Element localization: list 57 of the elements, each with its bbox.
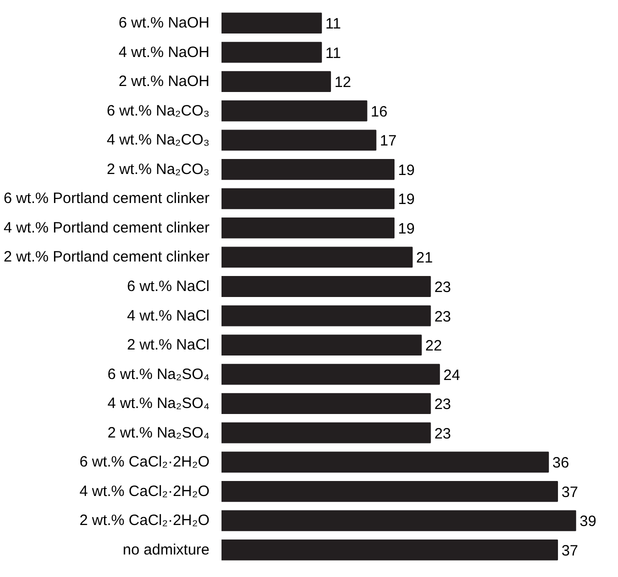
y-tick-label: 4 wt.% NaCl: [126, 307, 210, 324]
data-label: 17: [380, 132, 397, 150]
bar: [222, 393, 431, 414]
bar: [222, 305, 431, 326]
y-tick-label: 4 wt.% CaCl₂·2H₂O: [79, 482, 210, 500]
bar: [222, 480, 558, 502]
bar: [222, 71, 331, 92]
data-label: 11: [325, 16, 341, 33]
data-label: 37: [561, 542, 578, 560]
y-tick-label: 6 wt.% Na₂SO₄: [108, 366, 210, 383]
y-tick-label: 2 wt.% Na₂CO₃: [106, 160, 210, 178]
bar: [222, 246, 413, 268]
data-label: 19: [398, 191, 415, 208]
y-tick-label: 6 wt.% Portland cement clinker: [4, 190, 210, 208]
data-label: 16: [370, 103, 388, 120]
bar: [222, 100, 368, 122]
data-label: 23: [434, 396, 452, 414]
y-tick-label: 4 wt.% Portland cement clinker: [4, 219, 210, 236]
bar: [222, 42, 322, 63]
y-tick-label: 2 wt.% Portland cement clinker: [4, 248, 210, 266]
y-tick-label: 2 wt.% Na₂SO₄: [108, 424, 210, 442]
y-tick-label: 2 wt.% CaCl₂·2H₂O: [79, 512, 210, 530]
data-label: 39: [580, 513, 596, 530]
y-tick-label: 6 wt.% NaCl: [126, 278, 210, 295]
y-tick-label: 4 wt.% Na₂SO₄: [108, 395, 210, 412]
bar: [222, 452, 549, 473]
data-label: 19: [398, 162, 415, 179]
bar: [222, 422, 431, 444]
y-tick-label: 4 wt.% Na₂CO₃: [106, 132, 210, 149]
y-tick-label: 6 wt.% Na₂CO₃: [106, 102, 210, 120]
bar: [222, 218, 395, 238]
y-tick-label: 6 wt.% NaOH: [118, 14, 210, 32]
bar: [222, 158, 395, 180]
bar: [222, 276, 431, 297]
y-tick-label: 2 wt.% NaCl: [126, 336, 210, 354]
data-label: 19: [398, 220, 415, 238]
y-tick-label: 4 wt.% NaOH: [118, 44, 210, 61]
data-label: 36: [552, 454, 570, 472]
data-label: 21: [416, 250, 433, 267]
data-label: 22: [425, 338, 442, 355]
bar: [222, 334, 422, 356]
bar: [222, 12, 322, 34]
bar: [222, 364, 440, 385]
data-label: 23: [434, 308, 452, 326]
bar: [222, 539, 558, 560]
bar: [222, 510, 576, 532]
data-label: 12: [334, 74, 352, 92]
bar: [222, 130, 376, 151]
y-tick-label: 6 wt.% CaCl₂·2H₂O: [79, 454, 210, 471]
data-label: 11: [325, 44, 341, 62]
data-label: 24: [443, 366, 460, 384]
data-label: 23: [434, 425, 452, 442]
data-label: 23: [434, 279, 452, 296]
bar: [222, 188, 395, 210]
y-tick-label: 2 wt.% NaOH: [118, 73, 210, 90]
y-tick-label: no admixture: [122, 541, 210, 558]
data-label: 37: [561, 484, 578, 501]
